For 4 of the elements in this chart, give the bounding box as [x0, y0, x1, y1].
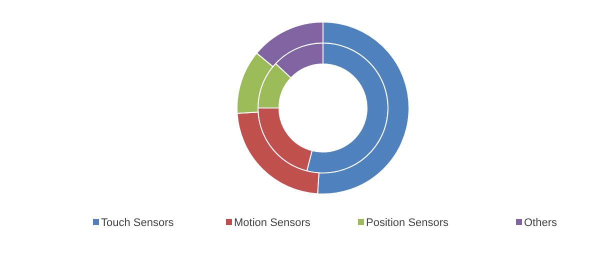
legend-label: Position Sensors	[366, 217, 450, 229]
legend-label: Motion Sensors	[234, 217, 311, 229]
legend-label: Touch Sensors	[101, 217, 174, 229]
legend-label: Others	[524, 217, 558, 229]
